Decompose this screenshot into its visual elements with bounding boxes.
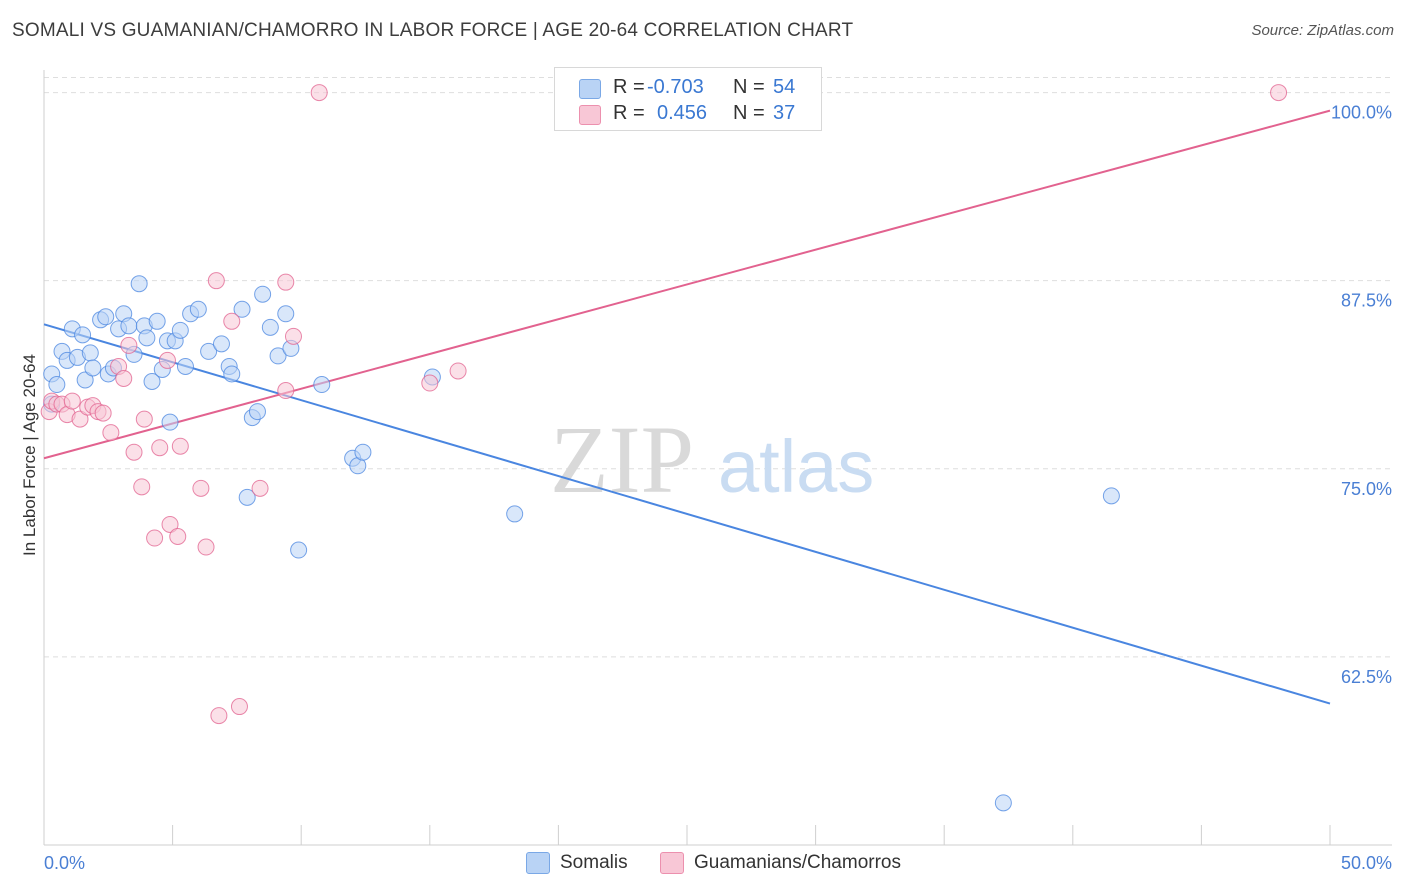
data-point — [269, 347, 287, 365]
data-point — [133, 478, 151, 496]
data-point — [1102, 487, 1120, 505]
data-point — [120, 336, 138, 354]
x-tick-label: 50.0% — [1341, 853, 1392, 873]
n-label: N = — [733, 102, 765, 124]
somalis-swatch — [579, 79, 601, 99]
y-tick-label: 75.0% — [1341, 479, 1392, 499]
data-point — [63, 392, 81, 410]
r-label: R = — [613, 102, 645, 124]
data-point — [421, 374, 439, 392]
data-point — [81, 344, 99, 362]
data-point — [197, 538, 215, 556]
legend-swatch-guamanians — [660, 852, 684, 874]
legend-label-somalis: Somalis — [560, 852, 628, 873]
data-point — [223, 312, 241, 330]
guamanians-swatch — [579, 105, 601, 125]
data-point — [161, 413, 179, 431]
y-tick-label: 87.5% — [1341, 291, 1392, 311]
data-point — [354, 443, 372, 461]
data-points — [40, 84, 1288, 812]
trend-line-guamanians — [43, 109, 1331, 460]
data-point — [125, 443, 143, 461]
data-point — [310, 84, 328, 102]
data-point — [277, 273, 295, 291]
data-point — [158, 351, 176, 369]
data-point — [143, 373, 161, 391]
n-value: 54 — [773, 76, 796, 98]
data-point — [71, 410, 89, 428]
data-point — [248, 403, 266, 421]
gridlines — [44, 77, 1392, 658]
data-point — [284, 327, 302, 345]
data-point — [120, 317, 138, 335]
data-point — [171, 437, 189, 455]
data-point — [1270, 84, 1288, 102]
r-value: -0.703 — [647, 76, 704, 98]
watermark-atlas: atlas — [718, 425, 874, 508]
tick-labels: 62.5% 75.0% 87.5% 100.0% 0.0% 50.0% — [44, 103, 1392, 873]
data-point — [76, 371, 94, 389]
data-point — [102, 424, 120, 442]
data-point — [138, 329, 156, 347]
data-point — [277, 305, 295, 323]
data-point — [115, 369, 133, 387]
trend-line-somalis — [43, 323, 1331, 705]
data-point — [176, 357, 194, 375]
correlation-stats-box: R = -0.703 N = 54 R = 0.456 N = 37 — [554, 67, 822, 131]
series-somalis — [43, 275, 1120, 812]
series-guamanians — [40, 84, 1288, 725]
x-tick-label: 0.0% — [44, 853, 85, 873]
legend-label-guamanians: Guamanians/Chamorros — [694, 852, 901, 873]
data-point — [254, 285, 272, 303]
data-point — [151, 439, 169, 457]
data-point — [192, 479, 210, 497]
data-point — [171, 321, 189, 339]
watermark: ZIP atlas — [550, 406, 874, 513]
data-point — [84, 359, 102, 377]
data-point — [506, 505, 524, 523]
r-label: R = — [613, 76, 645, 98]
legend-swatch-somalis — [526, 852, 550, 874]
data-point — [207, 272, 225, 290]
data-point — [212, 335, 230, 353]
data-point — [148, 312, 166, 330]
source-credit: Source: ZipAtlas.com — [1251, 22, 1394, 39]
data-point — [130, 275, 148, 293]
r-value: 0.456 — [657, 102, 708, 124]
data-point — [251, 479, 269, 497]
data-point — [74, 326, 92, 344]
n-label: N = — [733, 76, 765, 98]
data-point — [223, 365, 241, 383]
y-tick-label: 62.5% — [1341, 667, 1392, 687]
chart-title: SOMALI VS GUAMANIAN/CHAMORRO IN LABOR FO… — [12, 20, 854, 41]
data-point — [48, 376, 66, 394]
data-point — [189, 300, 207, 318]
data-point — [210, 707, 228, 725]
data-point — [233, 300, 251, 318]
y-tick-label: 100.0% — [1331, 103, 1392, 123]
data-point — [94, 404, 112, 422]
watermark-zip: ZIP — [550, 406, 694, 513]
data-point — [230, 698, 248, 716]
n-value: 37 — [773, 102, 796, 124]
trend-lines — [43, 109, 1331, 705]
data-point — [97, 308, 115, 326]
data-point — [200, 342, 218, 360]
data-point — [161, 515, 179, 533]
data-point — [238, 488, 256, 506]
data-point — [313, 376, 331, 394]
data-point — [146, 529, 164, 547]
data-point — [277, 382, 295, 400]
data-point — [994, 794, 1012, 812]
data-point — [135, 410, 153, 428]
data-point — [261, 318, 279, 336]
data-point — [290, 541, 308, 559]
data-point — [449, 362, 467, 380]
data-point — [169, 528, 187, 546]
